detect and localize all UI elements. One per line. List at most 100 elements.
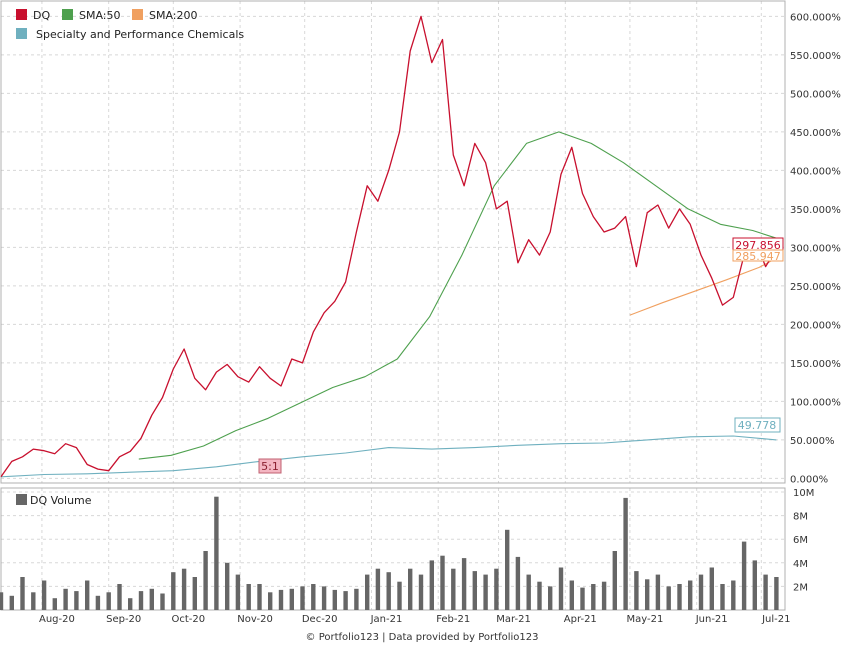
- volume-bar: [63, 588, 68, 610]
- volume-bar: [74, 591, 79, 610]
- volume-bar: [720, 584, 725, 610]
- value-tag-dq: 297.856: [732, 237, 784, 253]
- legend-swatch-volume: [16, 494, 27, 505]
- x-tick-label: Jun-21: [695, 614, 728, 625]
- footer-credit: © Portfolio123 | Data provided by Portfo…: [306, 632, 539, 643]
- volume-bar: [311, 584, 316, 610]
- price-y-tick-label: 100.000%: [790, 397, 841, 408]
- volume-bar: [278, 589, 284, 610]
- volume-bar: [677, 584, 682, 610]
- volume-bar: [537, 581, 542, 610]
- series-line-sector: [0, 435, 777, 478]
- price-y-tick-label: 400.000%: [790, 166, 841, 177]
- price-y-tick-label: 50.000%: [790, 436, 835, 447]
- volume-y-tick-label: 2M: [793, 582, 808, 593]
- x-tick-label: Feb-21: [436, 614, 470, 625]
- x-tick-label: Mar-21: [496, 614, 531, 625]
- volume-bar: [666, 586, 671, 610]
- value-tag-sector-box: [734, 417, 781, 433]
- value-tag-sector-text: 49.778: [738, 419, 777, 432]
- x-tick-label: Jan-21: [370, 614, 403, 625]
- legend-label-volume: DQ Volume: [30, 494, 92, 507]
- volume-bar: [698, 574, 704, 610]
- price-y-tick-label: 200.000%: [790, 320, 841, 331]
- volume-bar: [192, 577, 197, 610]
- volume-bar: [20, 577, 25, 610]
- volume-bar: [268, 592, 273, 610]
- legend-swatch-sma200: [132, 9, 143, 20]
- volume-bar: [774, 577, 779, 610]
- series-line-sma200: [629, 257, 777, 316]
- price-y-tick-label: 600.000%: [790, 12, 841, 23]
- legend-swatch-sector: [16, 28, 27, 39]
- volume-bar: [591, 584, 596, 610]
- legend-label-dq: DQ: [33, 9, 50, 22]
- volume-bar: [440, 555, 445, 610]
- price-y-tick-label: 350.000%: [790, 205, 841, 216]
- volume-bar: [235, 574, 241, 610]
- volume-bar: [472, 571, 477, 610]
- price-y-ticks: 0.000% 50.000% 100.000% 150.000% 200.000% 250…: [790, 12, 841, 485]
- volume-bar: [31, 592, 36, 610]
- volume-bar: [688, 580, 693, 610]
- price-y-tick-label: 550.000%: [790, 51, 841, 62]
- volume-y-tick-label: 6M: [793, 535, 808, 546]
- volume-bar: [128, 598, 133, 610]
- price-y-tick-label: 300.000%: [790, 243, 841, 254]
- value-tag-sma200-text: 285.947: [735, 250, 781, 263]
- volume-bar: [418, 574, 424, 610]
- split-marker-text: 5:1: [261, 460, 279, 473]
- value-tag-sma200-box: [732, 249, 784, 262]
- volume-bar: [634, 571, 639, 610]
- volume-bar: [343, 591, 348, 610]
- volume-bar: [95, 595, 101, 610]
- volume-panel-frame: [0, 487, 786, 611]
- volume-bar: [741, 541, 747, 610]
- volume-bar: [483, 574, 488, 610]
- volume-bar: [655, 574, 661, 610]
- volume-bar: [52, 598, 57, 610]
- volume-bar: [117, 584, 122, 610]
- volume-bar: [365, 574, 370, 610]
- volume-bar: [375, 568, 381, 610]
- volume-bar: [246, 584, 251, 610]
- split-marker[interactable]: 5:1: [258, 458, 282, 474]
- volume-bar: [181, 568, 187, 610]
- volume-y-tick-label: 4M: [793, 559, 808, 570]
- volume-bars: [0, 496, 779, 610]
- price-panel-frame: [0, 0, 786, 484]
- price-grid: [1, 1, 785, 483]
- volume-panel: 2M 4M 6M 8M 10M DQ Volume: [0, 487, 814, 611]
- x-tick-label: Dec-20: [302, 614, 338, 625]
- volume-bar: [494, 568, 499, 610]
- volume-legend: DQ Volume: [16, 494, 92, 507]
- volume-bar: [85, 580, 90, 610]
- legend-label-sma50: SMA:50: [79, 9, 121, 22]
- volume-bar: [289, 588, 294, 610]
- volume-bar: [623, 497, 628, 610]
- price-y-tick-label: 450.000%: [790, 128, 841, 139]
- volume-bar: [461, 558, 467, 610]
- volume-bar: [709, 567, 714, 610]
- legend-swatch-dq: [16, 9, 27, 20]
- volume-bar: [106, 592, 111, 610]
- volume-bar: [451, 568, 456, 610]
- volume-bar: [408, 568, 413, 610]
- x-tick-label: Oct-20: [171, 614, 205, 625]
- volume-bar: [505, 529, 510, 610]
- volume-bar: [0, 592, 4, 610]
- price-legend: DQ SMA:50 SMA:200 Specialty and Performa…: [16, 9, 244, 41]
- x-tick-label: Jul-21: [761, 614, 790, 625]
- price-lines: [0, 15, 777, 478]
- volume-bar: [645, 579, 650, 610]
- volume-bar: [558, 567, 564, 610]
- price-y-tick-label: 500.000%: [790, 89, 841, 100]
- value-tag-dq-text: 297.856: [735, 239, 781, 252]
- volume-bar: [138, 591, 144, 610]
- volume-bar: [526, 574, 531, 610]
- volume-bar: [9, 595, 14, 610]
- volume-bar: [214, 496, 219, 610]
- volume-bar: [41, 580, 47, 610]
